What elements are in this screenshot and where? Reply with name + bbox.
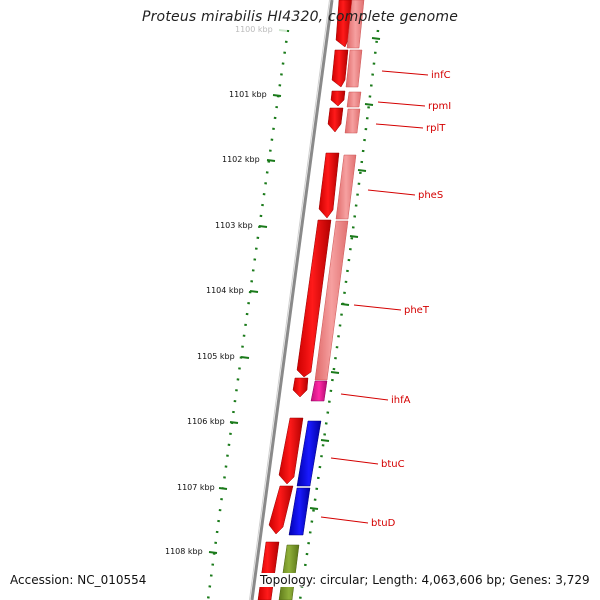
scale-tick <box>218 487 228 490</box>
scale-label: 1107 kbp <box>177 483 215 492</box>
scale-label: 1108 kbp <box>165 547 203 556</box>
magenta-feature-ihfA <box>310 380 328 402</box>
leader-line <box>367 189 416 196</box>
leader-line <box>330 457 379 465</box>
scale-tick <box>229 421 239 424</box>
gene-labels: infC rpmI rplT pheS pheT ihfA btuC btuD <box>371 70 451 529</box>
backbone <box>249 0 334 600</box>
cds-feature <box>335 0 353 48</box>
backbone-highlight <box>249 0 330 600</box>
scale-tick <box>272 94 282 97</box>
scale-label: 1106 kbp <box>187 417 225 426</box>
cds-feature-btuC <box>278 417 304 485</box>
outer-tick <box>320 439 330 442</box>
cds-feature-infC <box>331 49 349 88</box>
leader-line <box>353 304 402 311</box>
pink-feature-rpmI <box>346 91 362 108</box>
leader-line <box>381 70 429 76</box>
blue-feature-btuC <box>296 420 322 487</box>
scale-tick <box>249 290 259 293</box>
outer-tick <box>364 103 374 106</box>
leader-line <box>340 393 389 401</box>
accession-text: Accession: NC_010554 <box>8 573 149 587</box>
gene-label-pheS: pheS <box>418 190 443 201</box>
leader-line <box>320 516 369 524</box>
outer-tick <box>330 371 340 374</box>
cds-feature <box>292 377 309 398</box>
leader-line <box>377 101 426 107</box>
scale-label: 1100 kbp <box>235 25 273 34</box>
cds-feature-rpmI <box>330 90 346 107</box>
outer-ruler <box>298 29 381 600</box>
pink-feature-rplT <box>344 108 361 134</box>
outer-tick <box>340 303 350 306</box>
cds-feature-rplT <box>327 107 344 133</box>
map-title: Proteus mirabilis HI4320, complete genom… <box>141 9 459 25</box>
gene-label-btuC: btuC <box>381 459 405 470</box>
leader-line <box>375 123 424 129</box>
outer-tick <box>309 507 319 510</box>
gene-label-rpmI: rpmI <box>428 101 451 112</box>
scale-tick <box>208 551 218 554</box>
outer-tick <box>357 169 367 172</box>
scale-label: 1105 kbp <box>197 352 235 361</box>
inner-ruler <box>206 29 290 600</box>
gene-label-ihfA: ihfA <box>391 395 411 406</box>
gene-label-rplT: rplT <box>426 123 446 134</box>
gene-label-btuD: btuD <box>371 518 396 529</box>
blue-feature-btuD <box>288 487 311 536</box>
cds-feature-pheS <box>318 152 340 219</box>
gene-label-pheT: pheT <box>404 305 430 316</box>
scale-label: 1104 kbp <box>206 286 244 295</box>
gene-label-infC: infC <box>431 70 451 81</box>
scale-labels: 1100 kbp 1101 kbp 1102 kbp 1103 kbp 1104… <box>165 25 273 556</box>
scale-label: 1102 kbp <box>222 155 260 164</box>
backbone-line <box>250 0 334 600</box>
scale-tick <box>258 225 268 228</box>
scale-label: 1101 kbp <box>229 90 267 99</box>
scale-tick <box>240 356 250 359</box>
cds-feature-pheT <box>296 219 332 378</box>
pink-feature-pheS <box>335 154 357 220</box>
pink-feature-pheT <box>314 220 349 381</box>
scale-tick <box>278 29 288 32</box>
cds-feature <box>257 541 280 600</box>
pink-feature-infC <box>345 49 363 88</box>
pink-feature <box>346 0 365 49</box>
cds-feature-btuD <box>268 485 294 535</box>
scale-label: 1103 kbp <box>215 221 253 230</box>
scale-tick <box>266 159 276 162</box>
outer-tick <box>371 37 381 40</box>
leader-lines <box>320 70 429 524</box>
topology-text: Topology: circular; Length: 4,063,606 bp… <box>258 573 592 587</box>
outer-tick <box>349 235 359 238</box>
